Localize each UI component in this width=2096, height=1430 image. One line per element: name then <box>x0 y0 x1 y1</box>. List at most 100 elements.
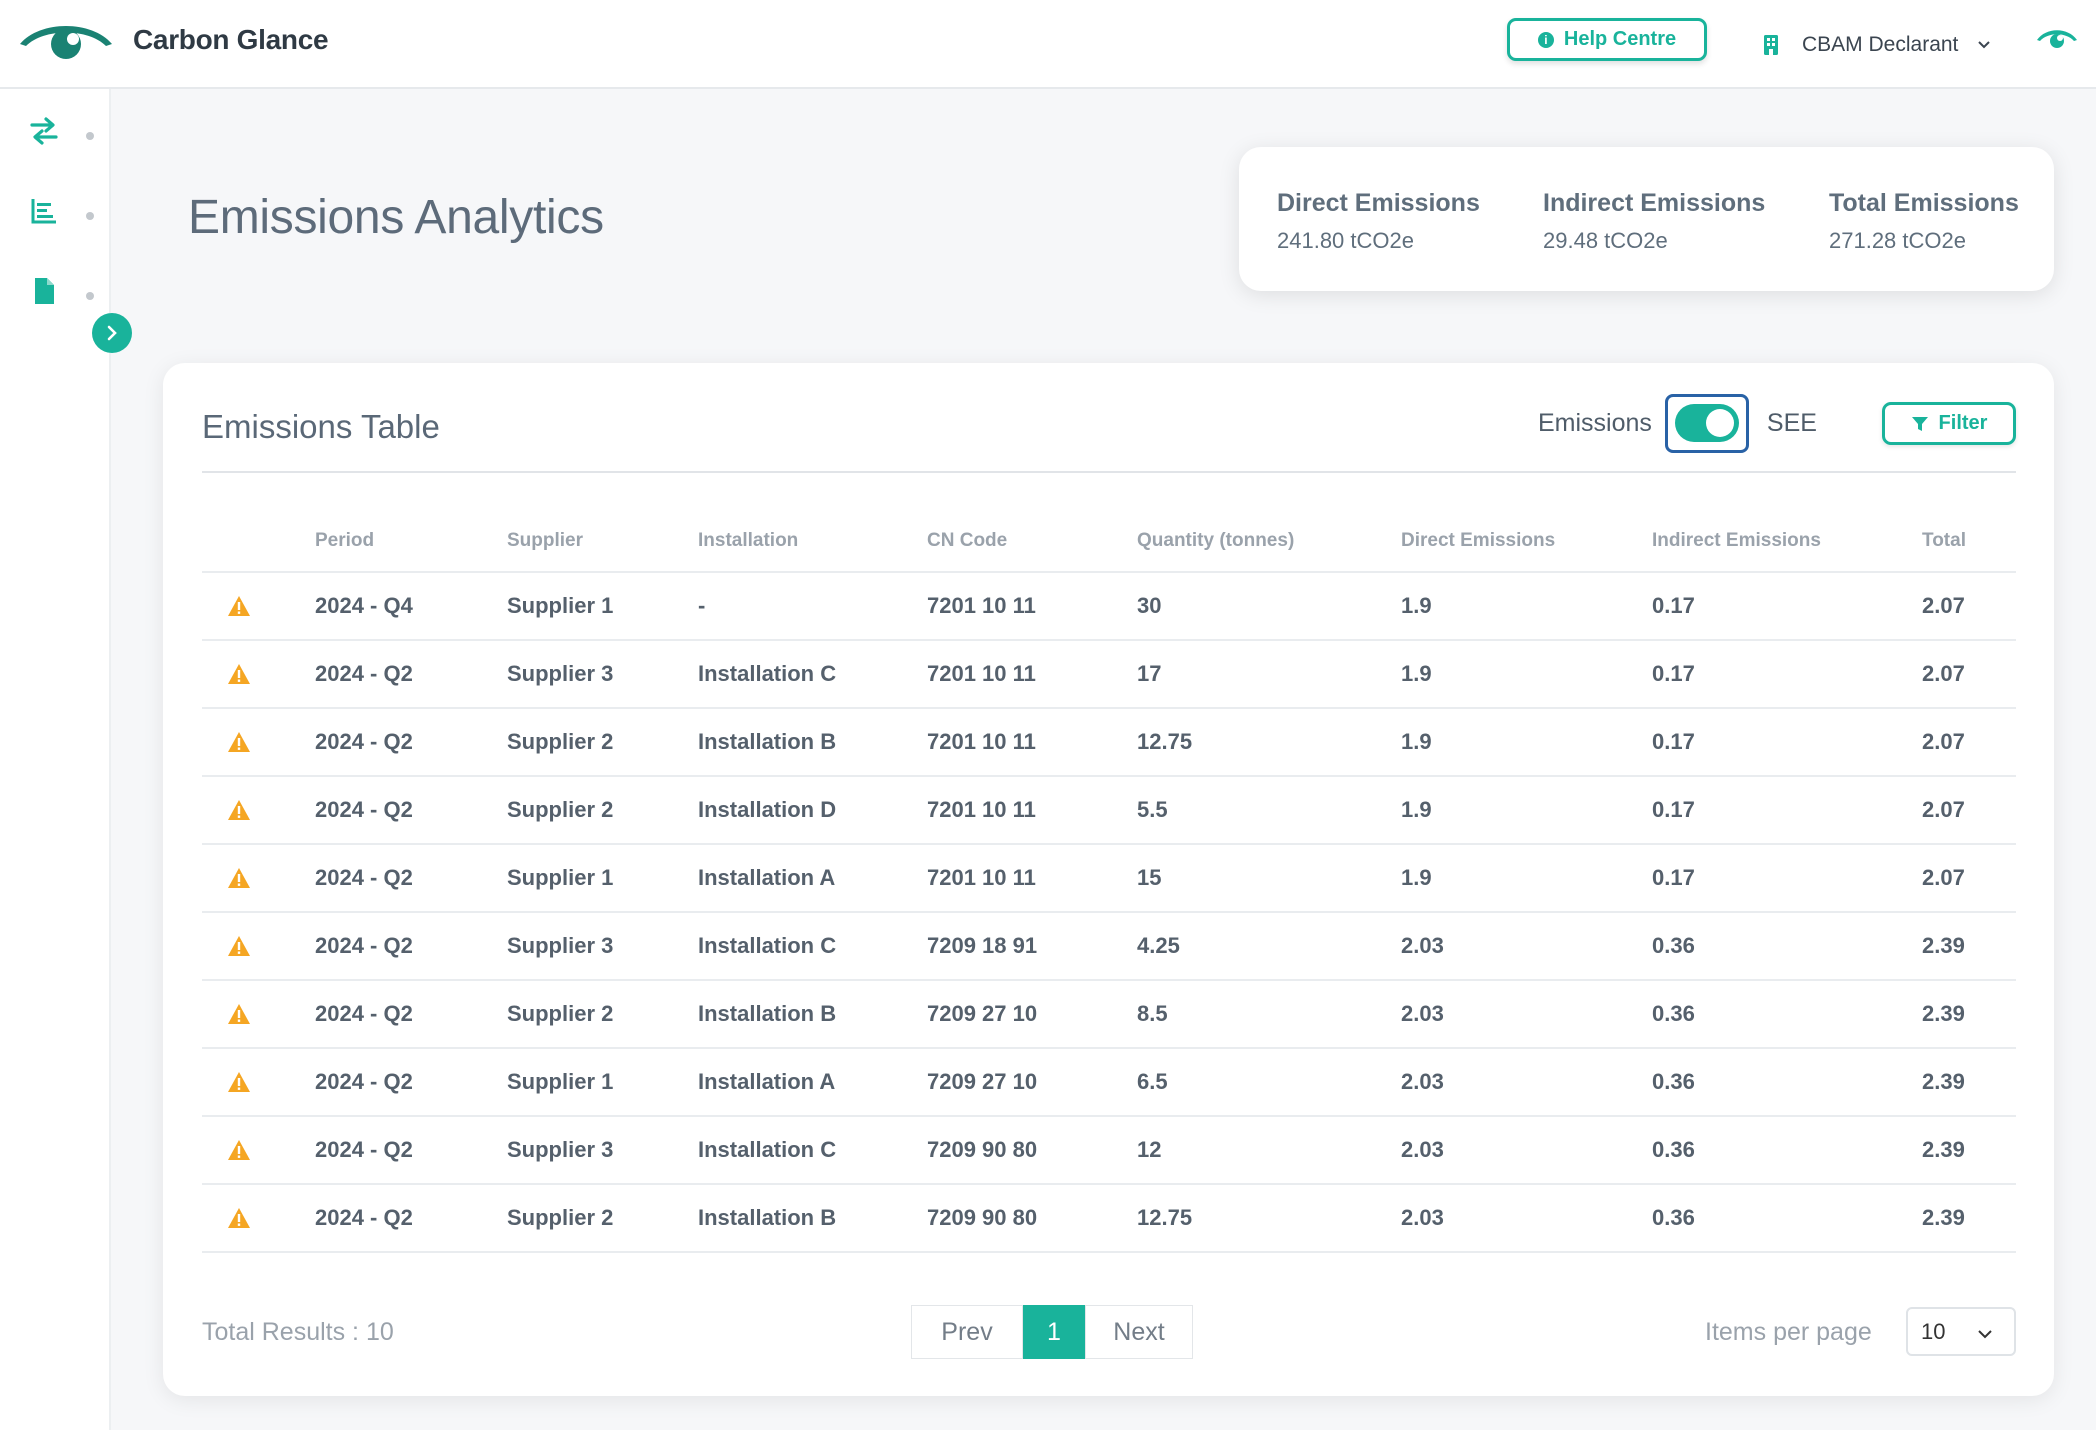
table-row[interactable]: 2024 - Q4 Supplier 1-7201 10 11 30 1.9 0.17 2… <box>202 572 2016 641</box>
role-dropdown[interactable]: CBAM Declarant <box>1762 28 1992 62</box>
table-row[interactable]: 2024 - Q2 Supplier 2 Installation D 7201 10… <box>202 776 2016 845</box>
cell-period: 2024 - Q2 <box>315 1048 507 1117</box>
cell-direct: 1.9 <box>1401 844 1652 913</box>
divider <box>202 471 2016 473</box>
sidebar-dot <box>86 292 94 300</box>
cell-indirect: 0.36 <box>1652 912 1922 981</box>
cell-quantity: 15 <box>1137 844 1401 913</box>
warning-triangle-icon[interactable] <box>227 1071 251 1093</box>
page-1-button[interactable]: 1 <box>1023 1305 1085 1359</box>
col-header-cn-code[interactable]: CN Code <box>927 510 1137 573</box>
sidebar-dot <box>86 212 94 220</box>
table-row[interactable]: 2024 - Q2 Supplier 3 Installation C 7209 18… <box>202 912 2016 981</box>
col-header-direct[interactable]: Direct Emissions <box>1401 510 1652 573</box>
table-row[interactable]: 2024 - Q2 Supplier 2 Installation B 7209 90… <box>202 1184 2016 1253</box>
cell-installation: - <box>698 572 927 641</box>
chevron-right-icon <box>107 325 117 341</box>
cell-cn-code: 7209 90 80 <box>927 1116 1137 1185</box>
table-row[interactable]: 2024 - Q2 Supplier 3 Installation C 7209 90… <box>202 1116 2016 1185</box>
cell-supplier: Supplier 2 <box>507 776 698 845</box>
col-header-supplier[interactable]: Supplier <box>507 510 698 573</box>
warning-triangle-icon[interactable] <box>227 935 251 957</box>
cell-supplier: Supplier 1 <box>507 572 698 641</box>
col-header-status <box>202 510 315 573</box>
document-icon[interactable] <box>28 275 60 307</box>
filter-label: Filter <box>1938 412 1988 434</box>
cell-installation: Installation A <box>698 1048 927 1117</box>
sidebar-expand-button[interactable] <box>92 313 132 353</box>
emissions-see-toggle[interactable] <box>1664 393 1749 453</box>
cell-supplier: Supplier 1 <box>507 1048 698 1117</box>
warning-triangle-icon[interactable] <box>227 1207 251 1229</box>
toggle-left-label: Emissions <box>1538 408 1652 437</box>
cell-quantity: 8.5 <box>1137 980 1401 1049</box>
cell-indirect: 0.36 <box>1652 1048 1922 1117</box>
warning-triangle-icon[interactable] <box>227 1003 251 1025</box>
cell-cn-code: 7209 27 10 <box>927 980 1137 1049</box>
help-centre-button[interactable]: i Help Centre <box>1507 18 1707 61</box>
cell-total: 2.07 <box>1922 572 2016 641</box>
cell-total: 2.07 <box>1922 708 2016 777</box>
col-header-total[interactable]: Total <box>1922 510 2016 573</box>
next-page-button[interactable]: Next <box>1085 1305 1193 1359</box>
filter-icon <box>1911 416 1928 431</box>
pagination: Prev 1 Next <box>911 1305 1193 1359</box>
warning-triangle-icon[interactable] <box>227 799 251 821</box>
cell-total: 2.39 <box>1922 1116 2016 1185</box>
col-header-installation[interactable]: Installation <box>698 510 927 573</box>
table-row[interactable]: 2024 - Q2 Supplier 2 Installation B 7201 10… <box>202 708 2016 777</box>
cell-supplier: Supplier 3 <box>507 912 698 981</box>
cell-period: 2024 - Q2 <box>315 776 507 845</box>
cell-total: 2.39 <box>1922 1184 2016 1253</box>
warning-triangle-icon[interactable] <box>227 1139 251 1161</box>
cell-cn-code: 7209 18 91 <box>927 912 1137 981</box>
summary-value: 271.28 tCO2e <box>1829 228 1966 253</box>
cell-status <box>202 708 315 777</box>
table-row[interactable]: 2024 - Q2 Supplier 2 Installation B 7209 27… <box>202 980 2016 1049</box>
cell-supplier: Supplier 3 <box>507 1116 698 1185</box>
cell-installation: Installation A <box>698 844 927 913</box>
cell-cn-code: 7209 90 80 <box>927 1184 1137 1253</box>
filter-button[interactable]: Filter <box>1882 402 2016 445</box>
cell-period: 2024 - Q2 <box>315 1116 507 1185</box>
carbon-glance-logo-icon[interactable] <box>18 18 114 66</box>
col-header-quantity[interactable]: Quantity (tonnes) <box>1137 510 1401 573</box>
cell-direct: 1.9 <box>1401 708 1652 777</box>
cell-status <box>202 980 315 1049</box>
cell-total: 2.07 <box>1922 640 2016 709</box>
cell-period: 2024 - Q2 <box>315 912 507 981</box>
cell-direct: 1.9 <box>1401 640 1652 709</box>
warning-triangle-icon[interactable] <box>227 731 251 753</box>
cell-status <box>202 1184 315 1253</box>
table-row[interactable]: 2024 - Q2 Supplier 1 Installation A 7201 10… <box>202 844 2016 913</box>
table-row[interactable]: 2024 - Q2 Supplier 3 Installation C 7201 10… <box>202 640 2016 709</box>
col-header-indirect[interactable]: Indirect Emissions <box>1652 510 1922 573</box>
cell-cn-code: 7201 10 11 <box>927 640 1137 709</box>
arrows-exchange-icon[interactable] <box>28 115 60 147</box>
cell-installation: Installation B <box>698 1184 927 1253</box>
cell-cn-code: 7201 10 11 <box>927 708 1137 777</box>
cell-status <box>202 776 315 845</box>
summary-direct: Direct Emissions 241.80 tCO2e <box>1277 189 1480 254</box>
cell-period: 2024 - Q2 <box>315 844 507 913</box>
items-per-page-select[interactable]: 10 <box>1906 1307 2016 1356</box>
emissions-table: Period Supplier Installation CN Code Qua… <box>202 510 2016 1253</box>
warning-triangle-icon[interactable] <box>227 663 251 685</box>
warning-triangle-icon[interactable] <box>227 867 251 889</box>
cell-supplier: Supplier 3 <box>507 640 698 709</box>
cell-status <box>202 572 315 641</box>
cell-status <box>202 844 315 913</box>
table-row[interactable]: 2024 - Q2 Supplier 1 Installation A 7209 27… <box>202 1048 2016 1117</box>
prev-page-button[interactable]: Prev <box>911 1305 1023 1359</box>
chevron-down-icon <box>1978 1330 1992 1339</box>
emissions-summary-card: Direct Emissions 241.80 tCO2e Indirect E… <box>1239 147 2054 291</box>
cell-installation: Installation B <box>698 980 927 1049</box>
summary-total: Total Emissions 271.28 tCO2e <box>1829 189 2019 254</box>
table-title: Emissions Table <box>202 408 440 445</box>
col-header-period[interactable]: Period <box>315 510 507 573</box>
bar-chart-icon[interactable] <box>28 195 60 227</box>
warning-triangle-icon[interactable] <box>227 595 251 617</box>
eye-icon[interactable] <box>2036 26 2078 52</box>
cell-cn-code: 7201 10 11 <box>927 776 1137 845</box>
cell-total: 2.07 <box>1922 844 2016 913</box>
